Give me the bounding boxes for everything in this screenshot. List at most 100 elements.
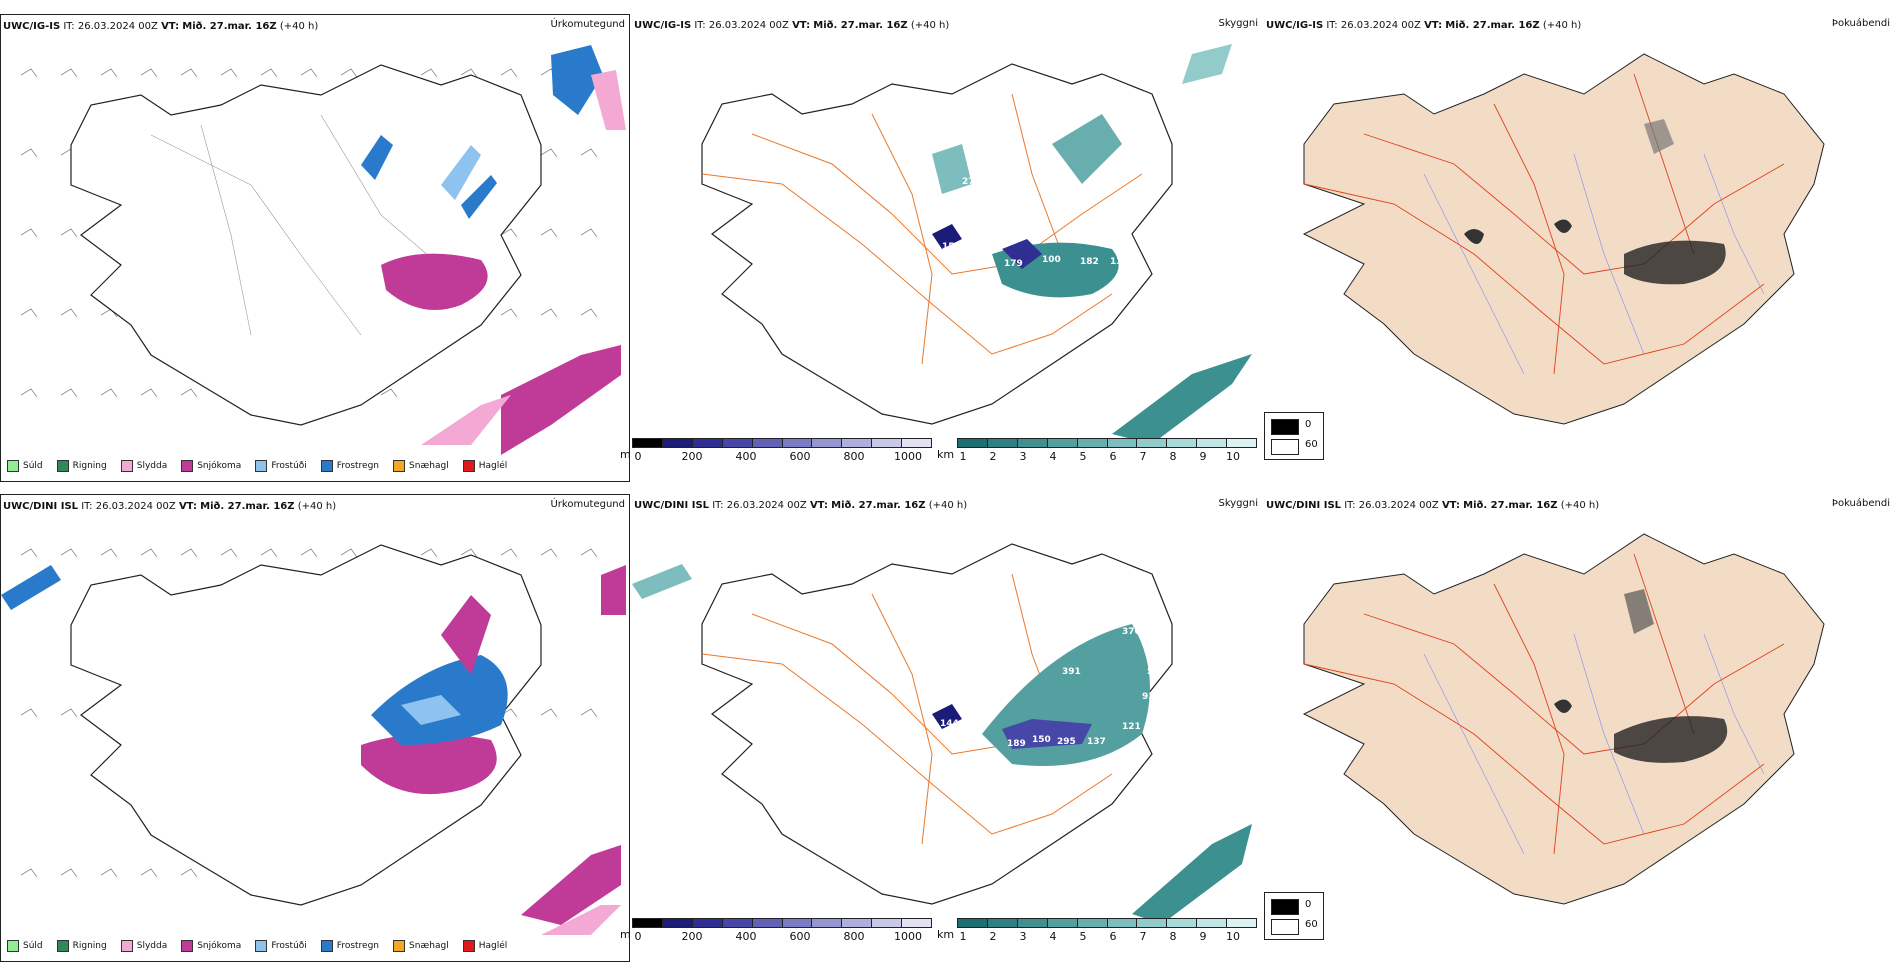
precip-legend: Súld Rigning Slydda Snjókoma Frostúði Fr… xyxy=(7,937,507,955)
legend-item: Frostúði xyxy=(255,940,307,952)
tick-label: 6 xyxy=(1109,450,1117,463)
cloud-base-labels: 272 291 153 179 100 182 131 133 90 26 xyxy=(890,157,1135,269)
fog-key-2: 0 60 xyxy=(1264,892,1324,940)
legend-item: Rigning xyxy=(56,940,107,952)
height-ticks: 0 200 400 600 800 1000 xyxy=(632,930,932,944)
valid-label: VT: xyxy=(1424,20,1443,31)
valid-label: VT: xyxy=(1441,500,1460,511)
valid-time: Mið. 27.mar. 16Z xyxy=(182,21,277,32)
model-name: UWC/DINI ISL xyxy=(3,501,79,512)
tick-label: 800 xyxy=(843,450,865,463)
cloud-label: 137 xyxy=(1087,737,1106,747)
legend-item: Súld xyxy=(7,460,43,472)
visibility-unit: km xyxy=(937,928,955,941)
cloud-map: 144 189 150 295 137 370 391 121 93 52 xyxy=(632,543,1252,924)
tick-label: 9 xyxy=(1199,450,1207,463)
panel-header: UWC/IG-IS IT: 26.03.2024 00Z VT: Mið. 27… xyxy=(634,20,949,31)
init-time: 26.03.2024 00Z xyxy=(708,20,789,31)
panel-title: Úrkomutegund xyxy=(550,499,625,510)
cloud-label: 291 xyxy=(1042,177,1061,187)
lead-time: (+40 h) xyxy=(1542,20,1582,31)
legend-item: Frostregn xyxy=(320,460,379,472)
visibility-ticks: 1 2 3 4 5 6 7 8 9 10 xyxy=(957,930,1257,944)
init-label: IT: xyxy=(81,501,93,512)
tick-label: 800 xyxy=(843,930,865,943)
cloud-label: 93 xyxy=(1142,692,1155,702)
model-name: UWC/IG-IS xyxy=(1266,20,1324,31)
legend-item: Snjókoma xyxy=(181,460,241,472)
legend-item: Slydda xyxy=(120,940,167,952)
valid-time: Mið. 27.mar. 16Z xyxy=(200,501,295,512)
tick-label: 2 xyxy=(989,930,997,943)
fog-swatch-black xyxy=(1271,419,1299,435)
cloud-label: 272 xyxy=(962,177,981,187)
legend-item: Súld xyxy=(7,940,43,952)
cloud-label: 133 xyxy=(890,239,909,249)
cloud-label: 370 xyxy=(1122,627,1141,637)
fog-key-1: 0 60 xyxy=(1264,412,1324,460)
visibility-colorbar-1: km 1 2 3 4 5 6 7 8 9 10 xyxy=(937,438,1257,466)
legend-item: Haglél xyxy=(462,460,507,472)
cloud-label: 131 xyxy=(1110,257,1129,267)
precip-map xyxy=(1,544,626,935)
height-ticks: 0 200 400 600 800 1000 xyxy=(632,450,932,464)
valid-label: VT: xyxy=(809,500,828,511)
fog-key-value: 0 xyxy=(1305,419,1312,430)
valid-time: Mið. 27.mar. 16Z xyxy=(1463,500,1558,511)
panel-title: Úrkomutegund xyxy=(550,19,625,30)
fog-swatch-white xyxy=(1271,439,1299,455)
panel-header: UWC/DINI ISL IT: 26.03.2024 00Z VT: Mið.… xyxy=(634,500,967,511)
tick-label: 0 xyxy=(634,450,642,463)
tick-label: 1000 xyxy=(894,930,922,943)
height-unit: m xyxy=(620,448,631,461)
visibility-bar xyxy=(957,438,1257,448)
fog-swatch-white xyxy=(1271,919,1299,935)
fog-key-value: 0 xyxy=(1305,899,1312,910)
height-colorbar-1: m 0 200 400 600 800 1000 xyxy=(620,438,932,466)
tick-label: 6 xyxy=(1109,930,1117,943)
fog-key-value: 60 xyxy=(1305,439,1318,450)
visibility-unit: km xyxy=(937,448,955,461)
valid-label: VT: xyxy=(161,21,180,32)
tick-label: 3 xyxy=(1019,930,1027,943)
init-time: 26.03.2024 00Z xyxy=(95,501,176,512)
tick-label: 400 xyxy=(735,930,757,943)
init-label: IT: xyxy=(694,20,706,31)
cloud-panel-1: UWC/IG-IS IT: 26.03.2024 00Z VT: Mið. 27… xyxy=(632,14,1262,482)
tick-label: 200 xyxy=(681,450,703,463)
cloud-map: 272 291 153 179 100 182 131 133 90 26 xyxy=(701,44,1252,444)
model-name: UWC/IG-IS xyxy=(3,21,61,32)
height-bar xyxy=(632,918,932,928)
cloud-label: 26 xyxy=(1052,207,1065,217)
tick-label: 10 xyxy=(1226,930,1240,943)
init-label: IT: xyxy=(1344,500,1356,511)
fog-swatch-black xyxy=(1271,899,1299,915)
panel-header: UWC/IG-IS IT: 26.03.2024 00Z VT: Mið. 27… xyxy=(3,21,318,32)
cloud-label: 100 xyxy=(1042,255,1061,265)
tick-label: 5 xyxy=(1079,450,1087,463)
valid-label: VT: xyxy=(792,20,811,31)
cloud-label: 153 xyxy=(942,242,961,252)
fog-map xyxy=(1302,53,1825,425)
tick-label: 8 xyxy=(1169,450,1177,463)
tick-label: 1 xyxy=(959,450,967,463)
legend-item: Slydda xyxy=(120,460,167,472)
init-time: 26.03.2024 00Z xyxy=(1340,20,1421,31)
cloud-label: 182 xyxy=(1080,257,1099,267)
tick-label: 5 xyxy=(1079,930,1087,943)
lead-time: (+40 h) xyxy=(279,21,319,32)
precip-type-panel-1: UWC/IG-IS IT: 26.03.2024 00Z VT: Mið. 27… xyxy=(0,14,630,482)
tick-label: 400 xyxy=(735,450,757,463)
valid-time: Mið. 27.mar. 16Z xyxy=(831,500,926,511)
cloud-label: 150 xyxy=(1032,735,1051,745)
valid-time: Mið. 27.mar. 16Z xyxy=(813,20,908,31)
tick-label: 10 xyxy=(1226,450,1240,463)
tick-label: 4 xyxy=(1049,450,1057,463)
tick-label: 2 xyxy=(989,450,997,463)
tick-label: 9 xyxy=(1199,930,1207,943)
height-unit: m xyxy=(620,928,631,941)
legend-item: Frostregn xyxy=(320,940,379,952)
visibility-ticks: 1 2 3 4 5 6 7 8 9 10 xyxy=(957,450,1257,464)
height-bar xyxy=(632,438,932,448)
precip-type-panel-2: UWC/DINI ISL IT: 26.03.2024 00Z VT: Mið.… xyxy=(0,494,630,962)
